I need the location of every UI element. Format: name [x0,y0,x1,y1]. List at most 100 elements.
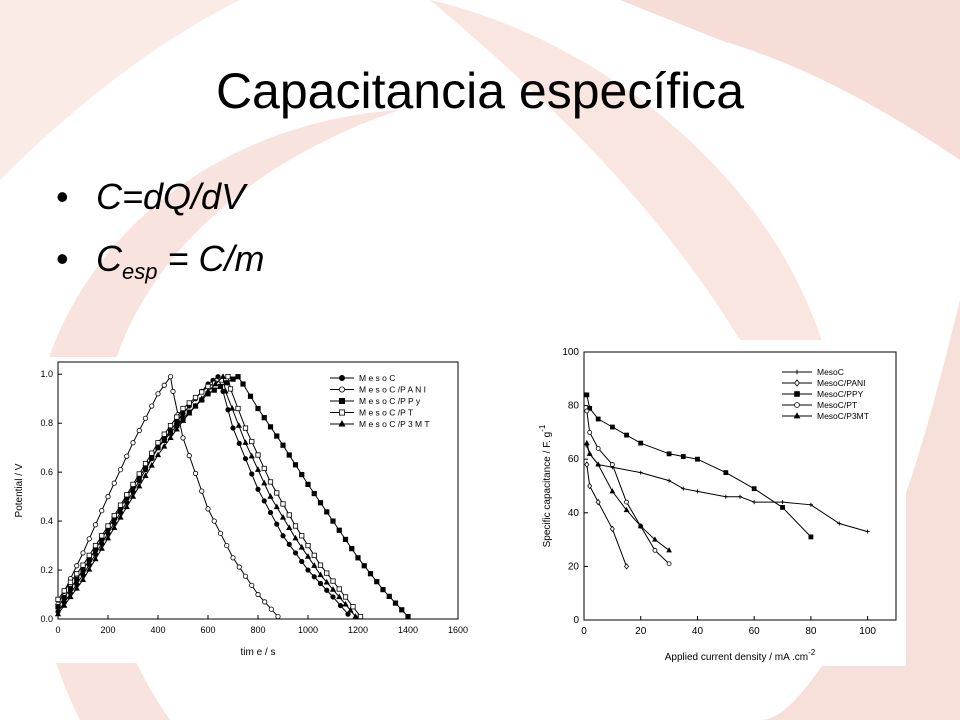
data-point [274,433,280,439]
data-point [79,576,87,582]
data-point [61,602,68,608]
y-tick-label: 0 [573,615,579,626]
legend-marker [794,402,800,408]
data-point [280,501,286,507]
data-point [55,604,61,610]
data-point [54,610,62,617]
data-point [117,502,124,508]
data-point [99,508,105,514]
data-point [638,470,643,475]
data-point [586,450,593,456]
y-tick-label: 0.4 [40,516,53,526]
data-point [149,450,155,456]
bullet-item-1: • C=dQ/dV [56,172,265,234]
data-point [374,579,380,585]
x-tick-label: 1000 [298,625,318,635]
data-point [136,427,142,434]
y-tick-label: 0.2 [40,565,53,575]
series-line [57,375,279,617]
data-point [311,562,318,568]
data-point [323,578,330,585]
data-point [198,395,205,401]
data-point [170,388,176,394]
data-point [92,522,99,528]
data-point [67,579,74,585]
data-point [336,586,342,592]
data-point [255,452,261,458]
data-point [80,550,86,556]
data-point [186,409,193,416]
data-point [261,479,268,486]
data-point [609,424,615,430]
data-point [681,486,686,491]
data-point [623,506,630,513]
data-point [299,533,305,539]
data-point [80,562,86,568]
data-point [161,382,167,388]
data-point [249,438,255,445]
data-point [274,521,280,527]
legend-marker [793,412,801,419]
data-point [180,435,186,441]
data-point [142,415,149,421]
data-point [92,555,99,562]
data-point [837,521,842,526]
legend-label: MesoC/PT [817,400,857,410]
data-point [780,505,785,510]
data-point [98,545,105,551]
data-point [274,490,280,496]
data-point [342,594,349,600]
data-point [111,480,117,486]
legend-label: M e s o C /P P y [359,396,421,406]
data-point [298,543,305,550]
data-point [61,594,67,601]
x-tick-label: 1200 [348,625,368,635]
x-tick-label: 40 [692,626,704,637]
data-point [666,561,672,567]
data-point [624,499,629,505]
data-point [347,606,354,613]
data-point [242,439,249,445]
x-tick-label: 1600 [448,625,468,635]
data-point [342,600,349,607]
data-point [317,500,324,506]
legend: M e s o CM e s o C /P A N IM e s o C /P … [330,373,430,429]
data-point [124,453,130,459]
data-point [225,407,231,413]
data-point [317,562,324,568]
data-point [324,509,330,515]
series-line [586,442,670,551]
data-point [361,563,367,569]
data-point [666,451,672,457]
data-point [267,509,274,516]
data-point [584,461,590,468]
data-point [337,602,344,609]
x-axis-label: tim e / s [240,647,275,658]
x-tick-label: 600 [200,625,215,635]
x-tick-label: 0 [581,626,587,637]
data-point [67,593,74,600]
data-point [286,541,292,547]
data-point [262,599,268,605]
data-point [584,408,590,414]
series-4 [55,374,364,620]
data-point [227,386,234,392]
data-point [267,493,274,499]
bullet-dot-icon: • [56,176,69,217]
data-point [667,478,672,483]
data-point [311,552,317,558]
data-point [261,498,267,504]
series-2 [55,374,281,620]
data-point [299,471,305,478]
data-point [130,481,136,487]
data-point [199,389,205,395]
x-tick-label: 800 [250,625,265,635]
legend-marker [338,420,346,427]
data-point [99,533,105,539]
data-point [336,593,343,600]
data-point [236,440,242,446]
data-point [161,437,167,443]
data-point [123,503,130,510]
series-5 [54,373,359,619]
data-point [217,530,224,536]
